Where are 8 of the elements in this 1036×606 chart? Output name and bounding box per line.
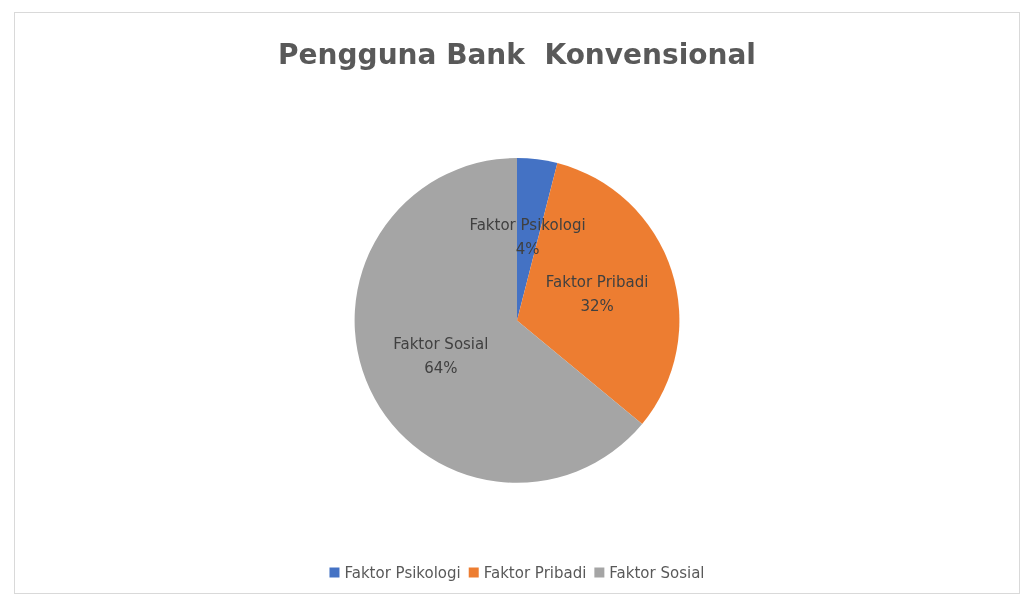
- legend-label: Faktor Pribadi: [483, 563, 587, 582]
- data-label: 64%: [424, 359, 458, 378]
- chart-title: Pengguna Bank Konvensional: [278, 37, 756, 71]
- slice-label: Faktor Pribadi: [545, 273, 649, 292]
- legend-label: Faktor Psikologi: [344, 563, 461, 582]
- slice-label: Faktor Sosial: [393, 335, 489, 354]
- data-label: 32%: [580, 297, 614, 316]
- legend-label: Faktor Sosial: [609, 563, 705, 582]
